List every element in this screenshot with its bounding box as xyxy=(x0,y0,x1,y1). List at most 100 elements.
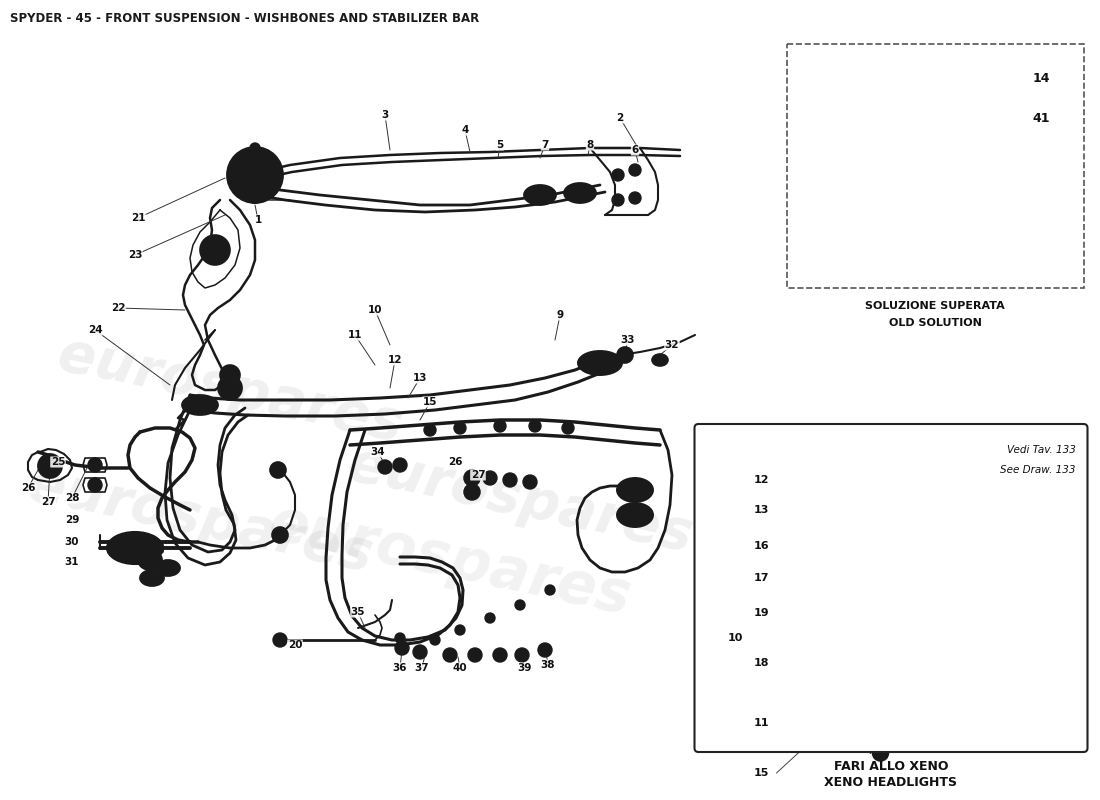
Ellipse shape xyxy=(227,147,283,203)
Text: SOLUZIONE SUPERATA: SOLUZIONE SUPERATA xyxy=(865,301,1005,311)
Text: 19: 19 xyxy=(754,608,769,618)
Text: 6: 6 xyxy=(631,145,639,155)
Ellipse shape xyxy=(276,531,284,539)
Ellipse shape xyxy=(455,625,465,635)
Ellipse shape xyxy=(207,242,223,258)
Ellipse shape xyxy=(578,351,621,375)
Ellipse shape xyxy=(270,462,286,478)
Ellipse shape xyxy=(400,646,404,650)
Ellipse shape xyxy=(548,587,552,593)
Ellipse shape xyxy=(543,649,547,651)
Ellipse shape xyxy=(191,400,209,410)
Ellipse shape xyxy=(496,651,504,658)
Ellipse shape xyxy=(486,474,494,482)
Text: 18: 18 xyxy=(754,658,769,668)
Ellipse shape xyxy=(468,474,476,482)
Ellipse shape xyxy=(844,681,883,705)
Ellipse shape xyxy=(612,194,624,206)
Ellipse shape xyxy=(382,464,388,470)
Ellipse shape xyxy=(220,365,240,385)
Text: 35: 35 xyxy=(351,607,365,617)
Ellipse shape xyxy=(564,183,596,203)
Ellipse shape xyxy=(485,613,495,623)
Text: 11: 11 xyxy=(754,718,769,728)
Text: 34: 34 xyxy=(371,447,385,457)
Ellipse shape xyxy=(527,478,534,486)
Text: 24: 24 xyxy=(88,325,102,335)
Ellipse shape xyxy=(88,458,102,472)
Ellipse shape xyxy=(617,478,653,502)
Ellipse shape xyxy=(532,423,538,429)
Ellipse shape xyxy=(200,235,230,265)
FancyArrow shape xyxy=(1015,689,1056,721)
Ellipse shape xyxy=(273,633,287,647)
Ellipse shape xyxy=(398,645,406,651)
Ellipse shape xyxy=(522,475,537,489)
Ellipse shape xyxy=(470,490,474,494)
Text: 36: 36 xyxy=(393,663,407,673)
Ellipse shape xyxy=(487,615,493,621)
Ellipse shape xyxy=(156,560,180,576)
Ellipse shape xyxy=(397,635,403,641)
Ellipse shape xyxy=(449,654,451,657)
Ellipse shape xyxy=(854,687,873,699)
Ellipse shape xyxy=(430,635,440,645)
Ellipse shape xyxy=(506,477,514,483)
Text: 37: 37 xyxy=(415,663,429,673)
Text: 27: 27 xyxy=(41,497,55,507)
Ellipse shape xyxy=(518,651,526,658)
Text: 7: 7 xyxy=(541,140,549,150)
Text: 33: 33 xyxy=(620,335,636,345)
Ellipse shape xyxy=(39,454,62,478)
Ellipse shape xyxy=(493,648,507,662)
Ellipse shape xyxy=(162,564,174,572)
Ellipse shape xyxy=(1054,164,1069,174)
Ellipse shape xyxy=(615,172,622,178)
Ellipse shape xyxy=(412,645,427,659)
Ellipse shape xyxy=(617,503,653,527)
Ellipse shape xyxy=(454,422,466,434)
Text: 28: 28 xyxy=(65,493,79,503)
Text: FARI ALLO XENO: FARI ALLO XENO xyxy=(834,759,948,773)
Ellipse shape xyxy=(468,488,476,496)
Text: 29: 29 xyxy=(65,515,79,525)
Ellipse shape xyxy=(250,143,260,153)
Ellipse shape xyxy=(224,382,236,394)
Ellipse shape xyxy=(211,246,219,254)
Text: 4: 4 xyxy=(461,125,469,135)
Text: 41: 41 xyxy=(1033,113,1050,126)
Ellipse shape xyxy=(517,602,522,607)
Ellipse shape xyxy=(893,687,913,699)
Ellipse shape xyxy=(129,544,141,552)
Text: 31: 31 xyxy=(65,557,79,567)
Ellipse shape xyxy=(898,502,910,514)
Ellipse shape xyxy=(424,424,436,436)
Text: 11: 11 xyxy=(348,330,362,340)
Ellipse shape xyxy=(182,395,218,415)
Text: 13: 13 xyxy=(754,505,769,515)
Ellipse shape xyxy=(497,423,503,429)
Text: 8: 8 xyxy=(586,140,594,150)
Ellipse shape xyxy=(218,376,242,400)
Text: 9: 9 xyxy=(557,310,563,320)
Ellipse shape xyxy=(395,641,409,655)
Ellipse shape xyxy=(520,654,524,657)
Ellipse shape xyxy=(532,190,548,200)
Ellipse shape xyxy=(427,427,433,433)
Text: 2: 2 xyxy=(616,113,624,123)
Text: 38: 38 xyxy=(541,660,556,670)
Ellipse shape xyxy=(494,420,506,432)
Ellipse shape xyxy=(524,185,556,205)
Text: See Draw. 133: See Draw. 133 xyxy=(1000,465,1076,475)
Text: Vedi Tav. 133: Vedi Tav. 133 xyxy=(1006,445,1076,455)
Ellipse shape xyxy=(621,351,629,359)
Text: 10: 10 xyxy=(367,305,383,315)
Ellipse shape xyxy=(395,633,405,643)
Ellipse shape xyxy=(248,187,263,203)
Ellipse shape xyxy=(146,574,158,582)
Ellipse shape xyxy=(562,422,574,434)
Ellipse shape xyxy=(472,651,478,658)
Ellipse shape xyxy=(617,347,632,363)
Ellipse shape xyxy=(588,357,610,369)
Text: 26: 26 xyxy=(21,483,35,493)
